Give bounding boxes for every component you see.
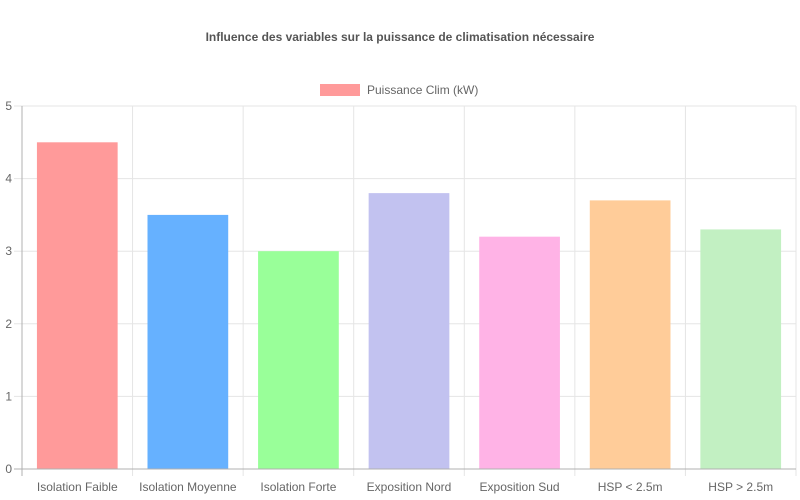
x-tick-label: Exposition Nord <box>367 480 452 494</box>
bars <box>36 142 782 470</box>
bar[interactable] <box>479 236 560 469</box>
bar[interactable] <box>147 214 229 469</box>
x-tick-label: HSP > 2.5m <box>708 480 773 494</box>
x-tick-label: Isolation Forte <box>260 480 336 494</box>
y-tick-label: 3 <box>5 244 12 258</box>
x-tick-label: Isolation Faible <box>37 480 118 494</box>
bar[interactable] <box>36 142 118 470</box>
legend[interactable]: Puissance Clim (kW) <box>320 83 478 97</box>
grid <box>14 105 797 476</box>
chart-title: Influence des variables sur la puissance… <box>206 30 595 44</box>
y-tick-label: 1 <box>5 389 12 403</box>
y-tick-label: 2 <box>5 317 12 331</box>
legend-label: Puissance Clim (kW) <box>367 83 478 97</box>
x-tick-labels: Isolation Faible Isolation Moyenne Isolati… <box>37 480 773 494</box>
y-tick-label: 4 <box>5 172 12 186</box>
y-tick-label: 5 <box>5 99 12 113</box>
bar[interactable] <box>368 193 450 469</box>
x-tick-label: Exposition Sud <box>480 480 560 494</box>
bar[interactable] <box>700 229 782 469</box>
y-tick-labels: 0 1 2 3 4 5 <box>5 99 12 476</box>
y-tick-label: 0 <box>5 462 12 476</box>
bar[interactable] <box>258 251 339 469</box>
x-tick-label: HSP < 2.5m <box>598 480 663 494</box>
axes <box>21 106 796 470</box>
x-tick-label: Isolation Moyenne <box>139 480 237 494</box>
legend-swatch <box>320 84 360 96</box>
bar[interactable] <box>589 200 671 469</box>
